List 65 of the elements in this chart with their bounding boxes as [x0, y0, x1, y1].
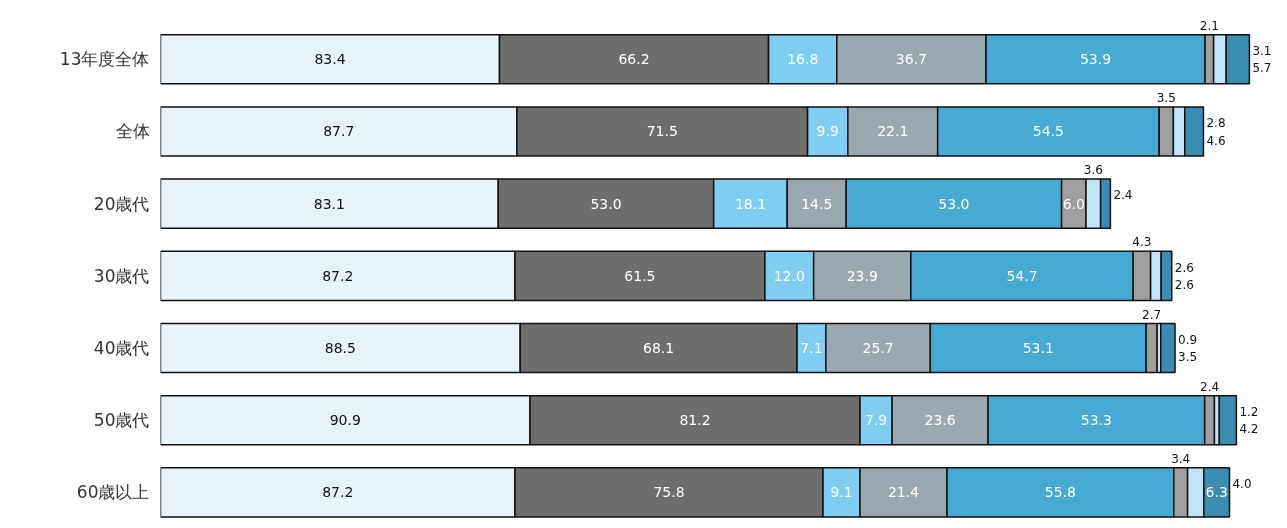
data-label: 68.1: [643, 340, 675, 357]
y-tick-label: 全体: [115, 121, 150, 142]
data-label: 90.9: [329, 412, 361, 429]
data-label: 83.4: [314, 51, 346, 68]
data-label: 36.7: [895, 51, 928, 68]
data-label: 2.4: [1200, 379, 1220, 394]
data-label: 9.9: [816, 123, 839, 140]
data-label: 2.6: [1174, 260, 1194, 275]
y-tick-label: 40歳代: [93, 338, 150, 359]
data-label: 53.3: [1080, 412, 1112, 429]
data-label: 3.4: [1171, 451, 1191, 466]
y-tick-label: 20歳代: [93, 193, 150, 214]
data-label: 5.7: [1252, 61, 1272, 76]
data-label: 55.8: [1044, 484, 1076, 501]
data-label: 66.2: [618, 51, 650, 68]
data-label: 87.7: [323, 123, 355, 140]
data-label: 53.0: [590, 195, 622, 212]
data-label: 23.9: [846, 267, 878, 284]
data-label: 2.1: [1199, 18, 1219, 33]
bar: [1160, 322, 1176, 374]
data-label: 3.5: [1178, 350, 1198, 365]
data-label: 4.2: [1239, 422, 1259, 437]
data-label: 3.5: [1156, 91, 1176, 106]
data-label: 0.9: [1178, 332, 1198, 347]
data-label: 16.8: [787, 51, 819, 68]
data-label: 2.4: [1113, 188, 1133, 203]
data-label: 87.2: [322, 484, 354, 501]
data-label: 12.0: [773, 267, 805, 284]
data-label: 2.6: [1174, 277, 1194, 292]
data-label: 2.7: [1142, 307, 1162, 322]
data-label: 7.9: [864, 412, 888, 429]
data-label: 83.1: [313, 195, 345, 212]
data-label: 14.5: [801, 195, 833, 212]
data-label: 75.8: [653, 484, 685, 501]
data-label: 54.5: [1032, 123, 1064, 140]
data-label: 25.7: [862, 340, 894, 357]
data-label: 3.1: [1252, 44, 1272, 59]
data-label: 22.1: [877, 123, 909, 140]
data-label: 18.1: [734, 195, 767, 212]
bar: [1218, 394, 1238, 446]
y-tick-label: 60歳以上: [76, 482, 150, 503]
data-label: 23.6: [924, 412, 956, 429]
y-tick-label: 13年度全体: [59, 49, 150, 70]
data-label: 7.1: [800, 340, 823, 357]
data-label: 71.5: [646, 123, 678, 140]
data-label: 1.2: [1239, 405, 1259, 420]
data-label: 9.1: [830, 484, 853, 501]
data-label: 81.2: [679, 412, 711, 429]
data-label: 88.5: [324, 340, 356, 357]
data-label: 3.6: [1083, 163, 1103, 178]
data-label: 4.6: [1206, 133, 1226, 148]
data-label: 2.8: [1206, 116, 1226, 131]
y-tick-label: 50歳代: [93, 410, 150, 431]
data-label: 6.0: [1062, 195, 1085, 212]
data-label: 61.5: [624, 267, 656, 284]
data-label: 53.0: [938, 195, 970, 212]
data-label: 53.9: [1079, 51, 1112, 68]
data-label: 87.2: [322, 267, 354, 284]
data-label: 4.3: [1132, 235, 1152, 250]
data-label: 21.4: [887, 484, 920, 501]
y-tick-label: 30歳代: [93, 265, 150, 286]
data-label: 53.1: [1022, 340, 1054, 357]
data-label: 6.3: [1205, 484, 1228, 501]
data-label: 54.7: [1006, 267, 1038, 284]
data-label: 4.0: [1232, 477, 1252, 492]
